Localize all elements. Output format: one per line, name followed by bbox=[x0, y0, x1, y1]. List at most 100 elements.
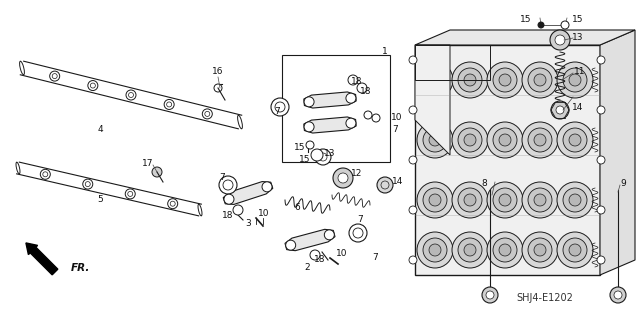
Circle shape bbox=[482, 287, 498, 303]
Circle shape bbox=[538, 22, 544, 28]
Circle shape bbox=[429, 74, 441, 86]
Circle shape bbox=[557, 232, 593, 268]
Circle shape bbox=[423, 188, 447, 212]
Circle shape bbox=[372, 114, 380, 122]
Circle shape bbox=[528, 68, 552, 92]
Circle shape bbox=[597, 256, 605, 264]
Text: 7: 7 bbox=[219, 173, 225, 182]
Circle shape bbox=[597, 156, 605, 164]
Circle shape bbox=[569, 134, 581, 146]
Circle shape bbox=[333, 168, 353, 188]
Polygon shape bbox=[600, 30, 635, 275]
Circle shape bbox=[493, 68, 517, 92]
FancyArrow shape bbox=[26, 243, 58, 275]
Circle shape bbox=[487, 182, 523, 218]
Circle shape bbox=[499, 134, 511, 146]
Circle shape bbox=[522, 122, 558, 158]
Text: 10: 10 bbox=[391, 114, 403, 122]
Circle shape bbox=[464, 74, 476, 86]
Circle shape bbox=[464, 134, 476, 146]
Circle shape bbox=[487, 62, 523, 98]
Circle shape bbox=[409, 206, 417, 214]
Circle shape bbox=[493, 188, 517, 212]
Circle shape bbox=[569, 74, 581, 86]
Circle shape bbox=[458, 238, 482, 262]
Circle shape bbox=[597, 56, 605, 64]
Text: 18: 18 bbox=[314, 256, 326, 264]
Text: 7: 7 bbox=[392, 125, 398, 135]
Circle shape bbox=[377, 177, 393, 193]
Text: 8: 8 bbox=[481, 179, 487, 188]
Text: SHJ4-E1202: SHJ4-E1202 bbox=[516, 293, 573, 303]
Circle shape bbox=[569, 244, 581, 256]
Text: 15: 15 bbox=[572, 16, 584, 25]
Circle shape bbox=[315, 149, 331, 165]
Circle shape bbox=[528, 128, 552, 152]
Text: 17: 17 bbox=[142, 159, 154, 167]
Circle shape bbox=[458, 128, 482, 152]
Circle shape bbox=[409, 106, 417, 114]
Circle shape bbox=[423, 238, 447, 262]
Circle shape bbox=[346, 93, 356, 103]
Text: 14: 14 bbox=[392, 177, 404, 187]
Circle shape bbox=[499, 244, 511, 256]
Circle shape bbox=[304, 122, 314, 132]
Text: FR.: FR. bbox=[70, 263, 90, 273]
Circle shape bbox=[528, 238, 552, 262]
Circle shape bbox=[556, 106, 564, 114]
Text: 15: 15 bbox=[300, 155, 311, 165]
Text: 6: 6 bbox=[294, 204, 300, 212]
Text: 18: 18 bbox=[222, 211, 234, 219]
Circle shape bbox=[452, 62, 488, 98]
Circle shape bbox=[125, 189, 135, 199]
Circle shape bbox=[458, 188, 482, 212]
Polygon shape bbox=[415, 30, 635, 45]
Circle shape bbox=[528, 188, 552, 212]
Circle shape bbox=[423, 68, 447, 92]
Circle shape bbox=[346, 118, 356, 128]
Circle shape bbox=[168, 199, 178, 209]
Circle shape bbox=[487, 232, 523, 268]
Polygon shape bbox=[285, 229, 335, 251]
Polygon shape bbox=[304, 92, 356, 108]
Circle shape bbox=[464, 194, 476, 206]
Circle shape bbox=[304, 97, 314, 107]
Text: 7: 7 bbox=[357, 216, 363, 225]
Circle shape bbox=[534, 134, 546, 146]
Circle shape bbox=[275, 102, 285, 112]
Circle shape bbox=[364, 111, 372, 119]
Text: 18: 18 bbox=[351, 78, 363, 86]
Circle shape bbox=[202, 109, 212, 119]
Circle shape bbox=[563, 188, 587, 212]
Circle shape bbox=[353, 228, 363, 238]
Circle shape bbox=[534, 244, 546, 256]
Circle shape bbox=[223, 180, 233, 190]
Text: 18: 18 bbox=[360, 87, 372, 97]
Circle shape bbox=[285, 240, 296, 250]
Circle shape bbox=[597, 206, 605, 214]
Circle shape bbox=[522, 232, 558, 268]
Circle shape bbox=[83, 179, 93, 189]
Circle shape bbox=[499, 194, 511, 206]
Circle shape bbox=[522, 62, 558, 98]
Circle shape bbox=[557, 182, 593, 218]
Circle shape bbox=[262, 182, 272, 192]
Circle shape bbox=[493, 128, 517, 152]
Text: 15: 15 bbox=[520, 16, 532, 25]
Circle shape bbox=[464, 244, 476, 256]
Text: 16: 16 bbox=[212, 68, 224, 77]
Circle shape bbox=[88, 81, 98, 91]
Circle shape bbox=[493, 238, 517, 262]
Circle shape bbox=[409, 256, 417, 264]
Circle shape bbox=[458, 68, 482, 92]
Circle shape bbox=[429, 134, 441, 146]
Text: 15: 15 bbox=[294, 143, 306, 152]
Polygon shape bbox=[304, 117, 356, 133]
Circle shape bbox=[555, 35, 565, 45]
Circle shape bbox=[409, 156, 417, 164]
Circle shape bbox=[557, 122, 593, 158]
Circle shape bbox=[417, 182, 453, 218]
Text: 5: 5 bbox=[97, 196, 103, 204]
Circle shape bbox=[152, 167, 162, 177]
Circle shape bbox=[324, 230, 334, 240]
